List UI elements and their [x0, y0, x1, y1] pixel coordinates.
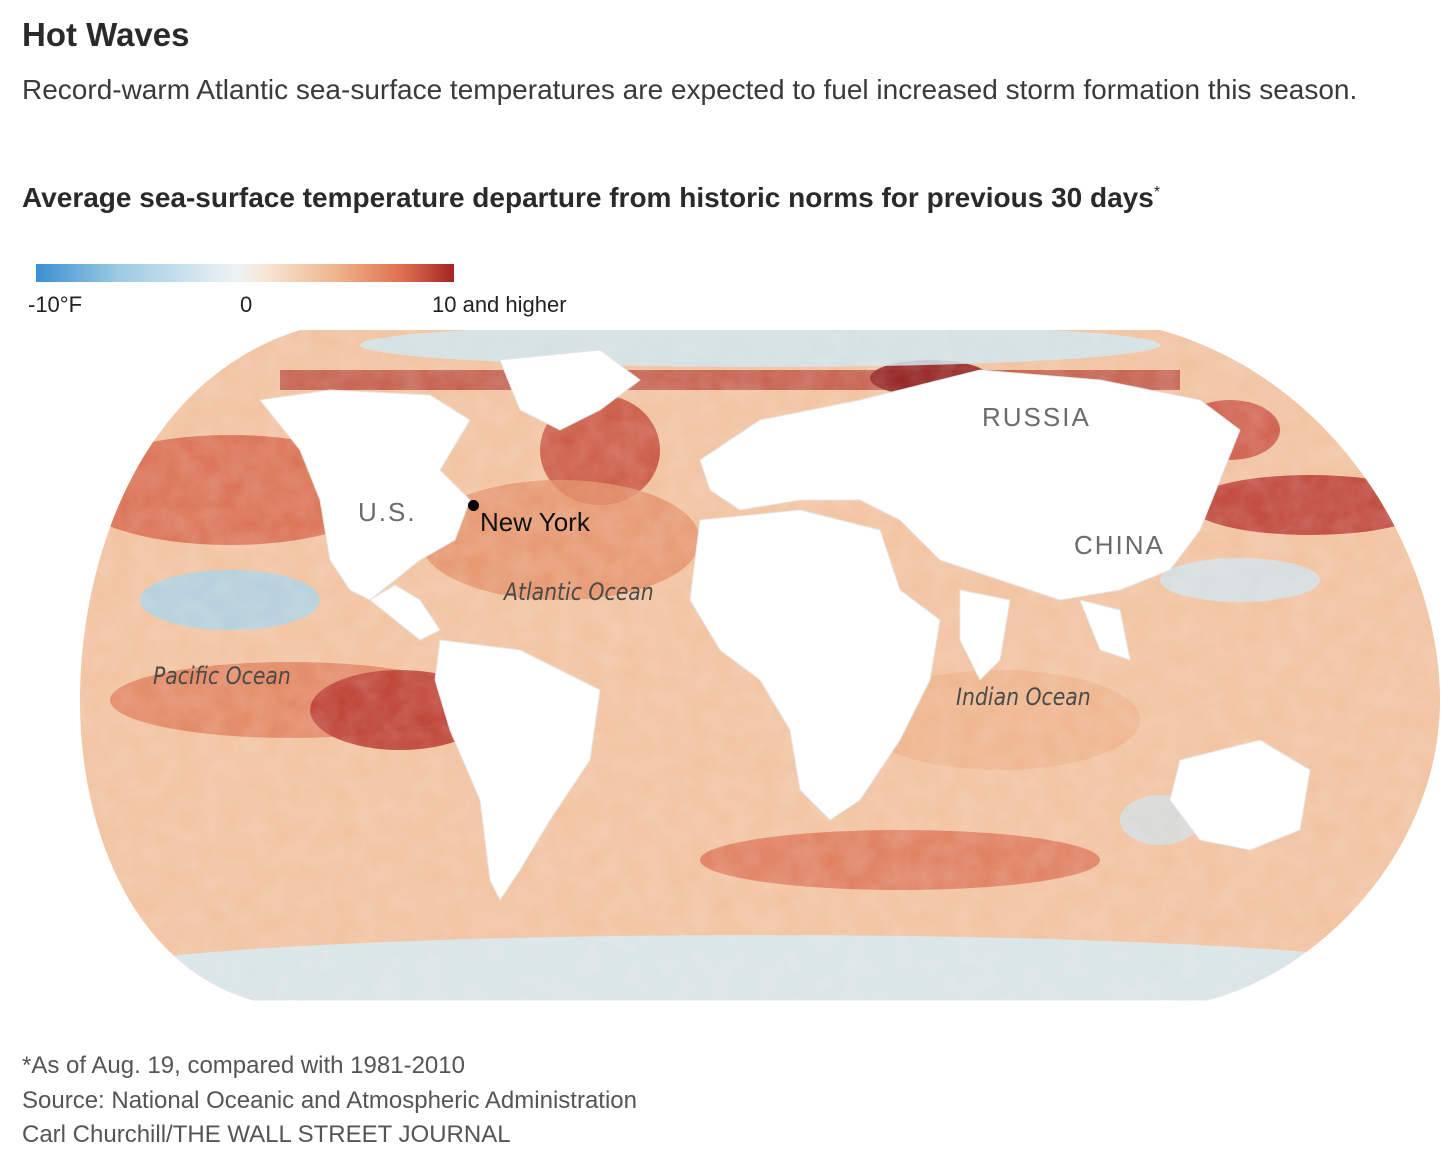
chart-title: Hot Waves [22, 16, 190, 53]
legend-max-label: 10 and higher [432, 292, 567, 317]
country-label-us: U.S. [358, 497, 417, 527]
country-label-russia: RUSSIA [982, 402, 1091, 432]
map-heading-footnote-mark: * [1153, 184, 1161, 201]
source-credit: Source: National Oceanic and Atmospheric… [22, 1087, 637, 1114]
legend-min-label: -10°F [28, 292, 83, 317]
map-heading-text: Average sea-surface temperature departur… [22, 182, 1154, 213]
ocean-label-atlantic: Atlantic Ocean [504, 578, 654, 606]
legend-mid-label: 0 [240, 292, 253, 317]
ocean-label-pacific: Pacific Ocean [153, 662, 291, 690]
new-york-label: New York [480, 507, 590, 537]
map-heading: Average sea-surface temperature departur… [22, 182, 1160, 214]
ocean-label-indian: Indian Ocean [956, 683, 1091, 711]
color-scale-bar [36, 264, 454, 282]
footnote: *As of Aug. 19, compared with 1981-2010 [22, 1052, 465, 1079]
country-label-china: CHINA [1074, 530, 1165, 560]
new-york-marker [468, 500, 479, 511]
chart-subtitle: Record-warm Atlantic sea-surface tempera… [22, 74, 1358, 105]
land-masses [80, 349, 1440, 1008]
author-credit: Carl Churchill/THE WALL STREET JOURNAL [22, 1121, 511, 1148]
